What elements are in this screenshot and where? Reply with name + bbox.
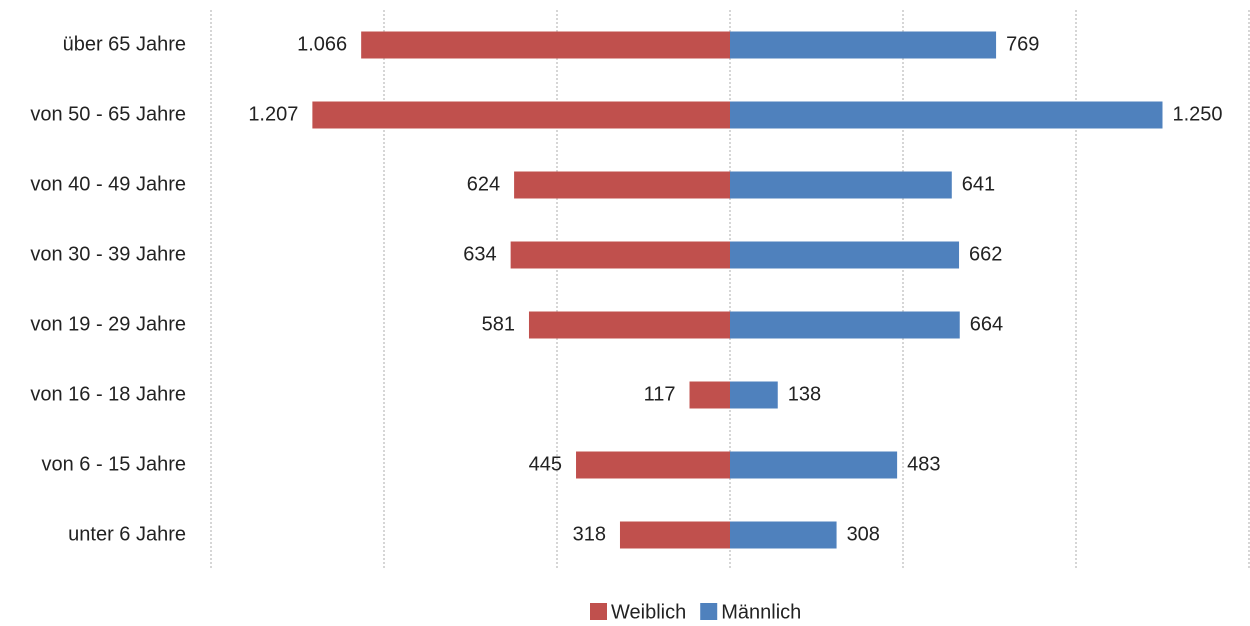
bar [730, 311, 960, 339]
bar [730, 241, 960, 269]
y-tick-label: von 6 - 15 Jahre [41, 453, 186, 475]
data-label: 483 [907, 453, 940, 475]
bar [528, 311, 730, 339]
bar [312, 101, 730, 129]
data-label: 1.207 [248, 103, 298, 125]
bar [730, 521, 837, 549]
data-label: 662 [969, 243, 1002, 265]
bar [730, 101, 1163, 129]
y-tick-label: von 19 - 29 Jahre [30, 313, 186, 335]
data-label: 138 [788, 383, 821, 405]
data-label: 1.066 [297, 33, 347, 55]
y-tick-label: von 16 - 18 Jahre [30, 383, 186, 405]
bar [689, 381, 730, 409]
y-tick-label: über 65 Jahre [63, 33, 186, 55]
legend-label: Weiblich [611, 601, 686, 623]
legend-label: Männlich [721, 601, 801, 623]
data-label: 581 [482, 313, 515, 335]
y-tick-label: von 30 - 39 Jahre [30, 243, 186, 265]
bar [730, 31, 997, 59]
y-tick-label: unter 6 Jahre [68, 523, 186, 545]
bar [730, 381, 778, 409]
data-label: 769 [1006, 33, 1039, 55]
bar [510, 241, 730, 269]
legend-swatch [590, 603, 607, 620]
data-label: 117 [644, 383, 676, 405]
data-label: 664 [970, 313, 1003, 335]
bar [730, 451, 898, 479]
bar [576, 451, 730, 479]
bar [514, 171, 730, 199]
legend-swatch [700, 603, 718, 620]
data-label: 308 [847, 523, 880, 545]
bar [730, 171, 952, 199]
data-label: 1.250 [1173, 103, 1223, 125]
bar [361, 31, 730, 59]
data-label: 641 [962, 173, 995, 195]
y-tick-label: von 50 - 65 Jahre [30, 103, 186, 125]
data-label: 634 [463, 243, 496, 265]
data-label: 318 [573, 523, 606, 545]
bar [619, 521, 730, 549]
data-label: 624 [467, 173, 500, 195]
y-tick-label: von 40 - 49 Jahre [30, 173, 186, 195]
data-label: 445 [529, 453, 562, 475]
